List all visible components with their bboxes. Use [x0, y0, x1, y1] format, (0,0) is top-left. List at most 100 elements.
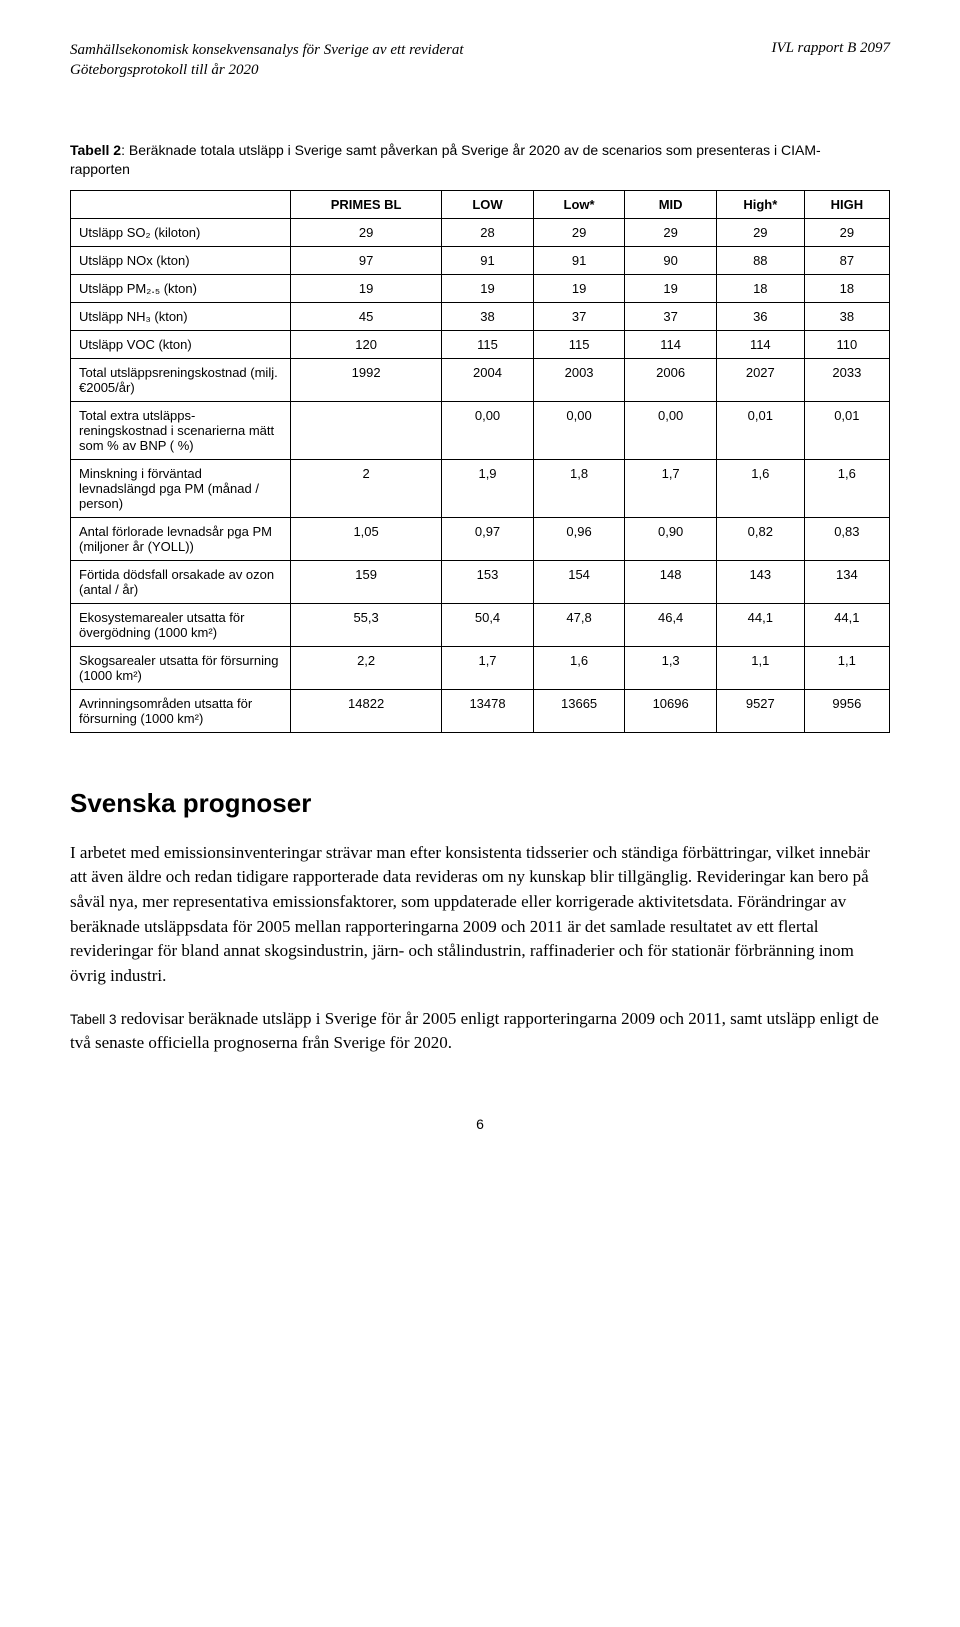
- table-ref: Tabell 3: [70, 1012, 117, 1027]
- header-left: Samhällsekonomisk konsekvensanalys för S…: [70, 40, 570, 81]
- cell: 1,6: [716, 459, 804, 517]
- table-row: Total extra utsläpps-reningskostnad i sc…: [71, 401, 890, 459]
- cell: 18: [804, 274, 889, 302]
- header-right: IVL rapport B 2097: [772, 40, 890, 81]
- cell: 115: [533, 330, 625, 358]
- cell: 2006: [625, 358, 717, 401]
- cell: 19: [291, 274, 442, 302]
- table-caption-bold: Tabell 2: [70, 142, 121, 158]
- cell: 2,2: [291, 646, 442, 689]
- table-row: Förtida dödsfall orsakade av ozon (antal…: [71, 560, 890, 603]
- cell: 1,8: [533, 459, 625, 517]
- cell: 91: [442, 246, 534, 274]
- cell: 29: [716, 218, 804, 246]
- table-row: Avrinningsområden utsatta för försurning…: [71, 689, 890, 732]
- cell: 29: [291, 218, 442, 246]
- cell: 159: [291, 560, 442, 603]
- cell: 1,6: [804, 459, 889, 517]
- col-primes: PRIMES BL: [291, 190, 442, 218]
- para2-rest: redovisar beräknade utsläpp i Sverige fö…: [70, 1009, 879, 1053]
- table-row: Utsläpp NOx (kton)979191908887: [71, 246, 890, 274]
- row-label: Skogsarealer utsatta för försurning (100…: [71, 646, 291, 689]
- cell: 115: [442, 330, 534, 358]
- row-label: Utsläpp NOx (kton): [71, 246, 291, 274]
- cell: 28: [442, 218, 534, 246]
- cell: 1992: [291, 358, 442, 401]
- col-lowstar: Low*: [533, 190, 625, 218]
- cell: 0,00: [442, 401, 534, 459]
- cell: 0,83: [804, 517, 889, 560]
- cell: 87: [804, 246, 889, 274]
- cell: 14822: [291, 689, 442, 732]
- cell: 120: [291, 330, 442, 358]
- cell: 134: [804, 560, 889, 603]
- cell: 44,1: [804, 603, 889, 646]
- body-paragraph-2: Tabell 3 redovisar beräknade utsläpp i S…: [70, 1007, 890, 1056]
- body-paragraph-1: I arbetet med emissionsinventeringar str…: [70, 841, 890, 989]
- cell: 50,4: [442, 603, 534, 646]
- cell: 19: [625, 274, 717, 302]
- cell: 0,96: [533, 517, 625, 560]
- cell: 9956: [804, 689, 889, 732]
- table-row: Utsläpp SO₂ (kiloton)292829292929: [71, 218, 890, 246]
- cell: 1,7: [625, 459, 717, 517]
- table-row: Minskning i förväntad levnadslängd pga P…: [71, 459, 890, 517]
- cell: 36: [716, 302, 804, 330]
- cell: 114: [625, 330, 717, 358]
- cell: 88: [716, 246, 804, 274]
- cell: 110: [804, 330, 889, 358]
- cell: 29: [804, 218, 889, 246]
- cell: 91: [533, 246, 625, 274]
- cell: 44,1: [716, 603, 804, 646]
- cell: 45: [291, 302, 442, 330]
- cell: 0,82: [716, 517, 804, 560]
- cell: 18: [716, 274, 804, 302]
- table-header-row: PRIMES BL LOW Low* MID High* HIGH: [71, 190, 890, 218]
- cell: 38: [804, 302, 889, 330]
- cell: 1,1: [804, 646, 889, 689]
- row-label: Total extra utsläpps-reningskostnad i sc…: [71, 401, 291, 459]
- cell: 143: [716, 560, 804, 603]
- cell: 13665: [533, 689, 625, 732]
- table-row: Utsläpp VOC (kton)120115115114114110: [71, 330, 890, 358]
- cell: 2003: [533, 358, 625, 401]
- cell: 1,7: [442, 646, 534, 689]
- cell: 2027: [716, 358, 804, 401]
- row-label: Förtida dödsfall orsakade av ozon (antal…: [71, 560, 291, 603]
- table-row: Total utsläppsreningskostnad (milj. €200…: [71, 358, 890, 401]
- row-label: Utsläpp VOC (kton): [71, 330, 291, 358]
- data-table: PRIMES BL LOW Low* MID High* HIGH Utsläp…: [70, 190, 890, 733]
- cell: 154: [533, 560, 625, 603]
- row-label: Minskning i förväntad levnadslängd pga P…: [71, 459, 291, 517]
- cell: 13478: [442, 689, 534, 732]
- cell: [291, 401, 442, 459]
- cell: 2: [291, 459, 442, 517]
- col-low: LOW: [442, 190, 534, 218]
- page-number: 6: [70, 1116, 890, 1132]
- table-row: Skogsarealer utsatta för försurning (100…: [71, 646, 890, 689]
- cell: 148: [625, 560, 717, 603]
- cell: 19: [442, 274, 534, 302]
- col-blank: [71, 190, 291, 218]
- cell: 1,6: [533, 646, 625, 689]
- cell: 114: [716, 330, 804, 358]
- cell: 38: [442, 302, 534, 330]
- row-label: Utsläpp NH₃ (kton): [71, 302, 291, 330]
- table-row: Antal förlorade levnadsår pga PM (miljon…: [71, 517, 890, 560]
- cell: 97: [291, 246, 442, 274]
- cell: 29: [625, 218, 717, 246]
- cell: 19: [533, 274, 625, 302]
- cell: 0,01: [716, 401, 804, 459]
- cell: 37: [625, 302, 717, 330]
- cell: 2033: [804, 358, 889, 401]
- cell: 1,3: [625, 646, 717, 689]
- page-header: Samhällsekonomisk konsekvensanalys för S…: [70, 40, 890, 81]
- table-row: Ekosystemarealer utsatta för övergödning…: [71, 603, 890, 646]
- section-title: Svenska prognoser: [70, 788, 890, 819]
- row-label: Ekosystemarealer utsatta för övergödning…: [71, 603, 291, 646]
- cell: 2004: [442, 358, 534, 401]
- col-highstar: High*: [716, 190, 804, 218]
- cell: 0,00: [625, 401, 717, 459]
- row-label: Total utsläppsreningskostnad (milj. €200…: [71, 358, 291, 401]
- row-label: Utsläpp SO₂ (kiloton): [71, 218, 291, 246]
